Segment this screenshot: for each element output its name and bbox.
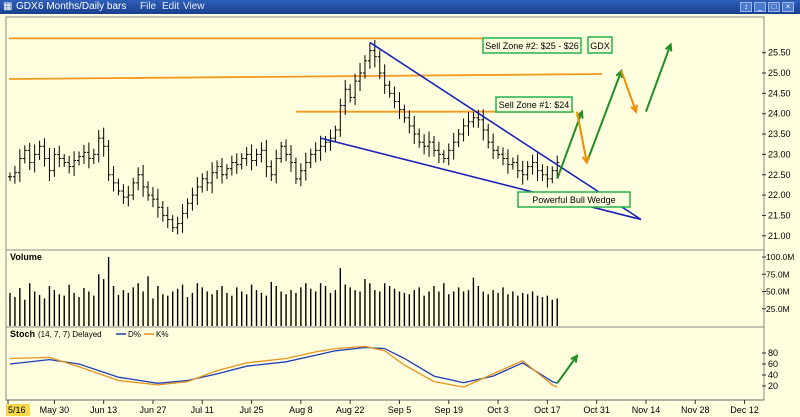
- stochastic-layer: [9, 345, 579, 388]
- stochastic-tick-label: 60: [768, 359, 778, 369]
- timeframe-label[interactable]: 6 Months/Daily bars: [38, 1, 127, 12]
- time-tick-label: Dec 12: [730, 405, 759, 415]
- time-tick-label: Sep 19: [435, 405, 464, 415]
- sell-zone-2-label: Sell Zone #2: $25 - $26: [485, 41, 579, 51]
- time-tick-label: Oct 31: [583, 405, 610, 415]
- volume-tick-label: 100.0M: [766, 252, 794, 262]
- time-tick-label: Jul 25: [240, 405, 264, 415]
- time-tick-label: Nov 14: [632, 405, 661, 415]
- price-tick-label: 24.00: [768, 109, 791, 119]
- d-line: [9, 346, 558, 384]
- projection-up-arrow: [556, 111, 583, 180]
- stochastic-title: Stoch: [10, 329, 35, 339]
- symbol-label: GDX: [16, 1, 38, 12]
- bull-wedge-annotation: Powerful Bull Wedge: [517, 191, 631, 208]
- time-tick-label: Nov 28: [681, 405, 710, 415]
- projection-up-arrow: [585, 70, 623, 163]
- stochastic-projection-arrow: [556, 355, 578, 384]
- time-tick-label: Jun 13: [90, 405, 117, 415]
- price-tick-label: 22.00: [768, 190, 791, 200]
- wedge-upper-line: [369, 41, 642, 221]
- volume-layer: [9, 257, 558, 326]
- price-tick-label: 25.00: [768, 68, 791, 78]
- sell-zone-2-annotation: Sell Zone #2: $25 - $26: [482, 37, 582, 54]
- menu-file[interactable]: File: [140, 1, 157, 12]
- app-icon: ▦: [3, 1, 13, 12]
- stochastic-tick-label: 80: [768, 348, 778, 358]
- start-date-highlight: [6, 404, 30, 416]
- price-tick-label: 21.00: [768, 231, 791, 241]
- price-tick-label: 23.00: [768, 149, 791, 159]
- stochastic-tick-label: 20: [768, 381, 778, 391]
- title-bar: ▦ GDX 6 Months/Daily bars File Edit View…: [0, 0, 800, 14]
- d-legend-label: D%: [128, 330, 141, 339]
- projection-down-arrow-head: [581, 155, 590, 165]
- time-tick-label: Jun 27: [139, 405, 166, 415]
- volume-tick-label: 50.0M: [766, 287, 790, 297]
- projection-up-arrow-head: [664, 42, 673, 52]
- price-tick-label: 25.50: [768, 48, 791, 58]
- minimize-icon[interactable]: _: [754, 2, 766, 12]
- bull-wedge-label: Powerful Bull Wedge: [532, 195, 615, 205]
- sell-zone-1-annotation: Sell Zone #1: $24: [495, 96, 573, 113]
- time-tick-label: Jul 11: [191, 405, 214, 415]
- stochastic-tick-label: 40: [768, 370, 778, 380]
- sell-zone-1-label: Sell Zone #1: $24: [499, 100, 570, 110]
- menu-view[interactable]: View: [183, 1, 205, 12]
- k-legend-label: K%: [156, 330, 168, 339]
- stochastic-params: (14, 7, 7) Delayed: [38, 330, 102, 339]
- volume-tick-label: 25.0M: [766, 304, 790, 314]
- price-tick-label: 24.50: [768, 88, 791, 98]
- price-tick-label: 22.50: [768, 170, 791, 180]
- resistance-line: [8, 73, 603, 80]
- time-tick-label: Aug 22: [336, 405, 365, 415]
- projection-up-arrow: [645, 44, 672, 113]
- menu-edit[interactable]: Edit: [162, 1, 180, 12]
- k-line: [9, 345, 558, 388]
- price-tick-label: 23.50: [768, 129, 791, 139]
- time-tick-label: 5/16: [8, 405, 26, 415]
- gdx-annotation: GDX: [587, 36, 613, 54]
- projection-down-arrow-head: [630, 104, 638, 114]
- close-icon[interactable]: ×: [782, 2, 794, 12]
- time-tick-label: Oct 3: [487, 405, 509, 415]
- projection-down-arrow: [575, 111, 588, 163]
- time-tick-label: Oct 17: [534, 405, 561, 415]
- axes-layer: 25.50 25.00 24.50 24.00 23.50 23.00 22.50 22.00…: [6, 48, 794, 416]
- time-tick-label: Sep 5: [388, 405, 412, 415]
- projection-down-arrow: [620, 70, 638, 113]
- stochastic-panel: [5, 326, 765, 401]
- stochastic-projection-arrow-head: [570, 353, 579, 363]
- time-tick-label: May 30: [40, 405, 70, 415]
- time-tick-label: Aug 8: [289, 405, 313, 415]
- volume-title: Volume: [10, 252, 42, 262]
- maximize-icon[interactable]: □: [768, 2, 780, 12]
- gdx-label: GDX: [590, 41, 610, 51]
- volume-tick-label: 75.0M: [766, 269, 790, 279]
- restore-icon[interactable]: ↕: [740, 2, 752, 12]
- price-tick-label: 21.50: [768, 210, 791, 220]
